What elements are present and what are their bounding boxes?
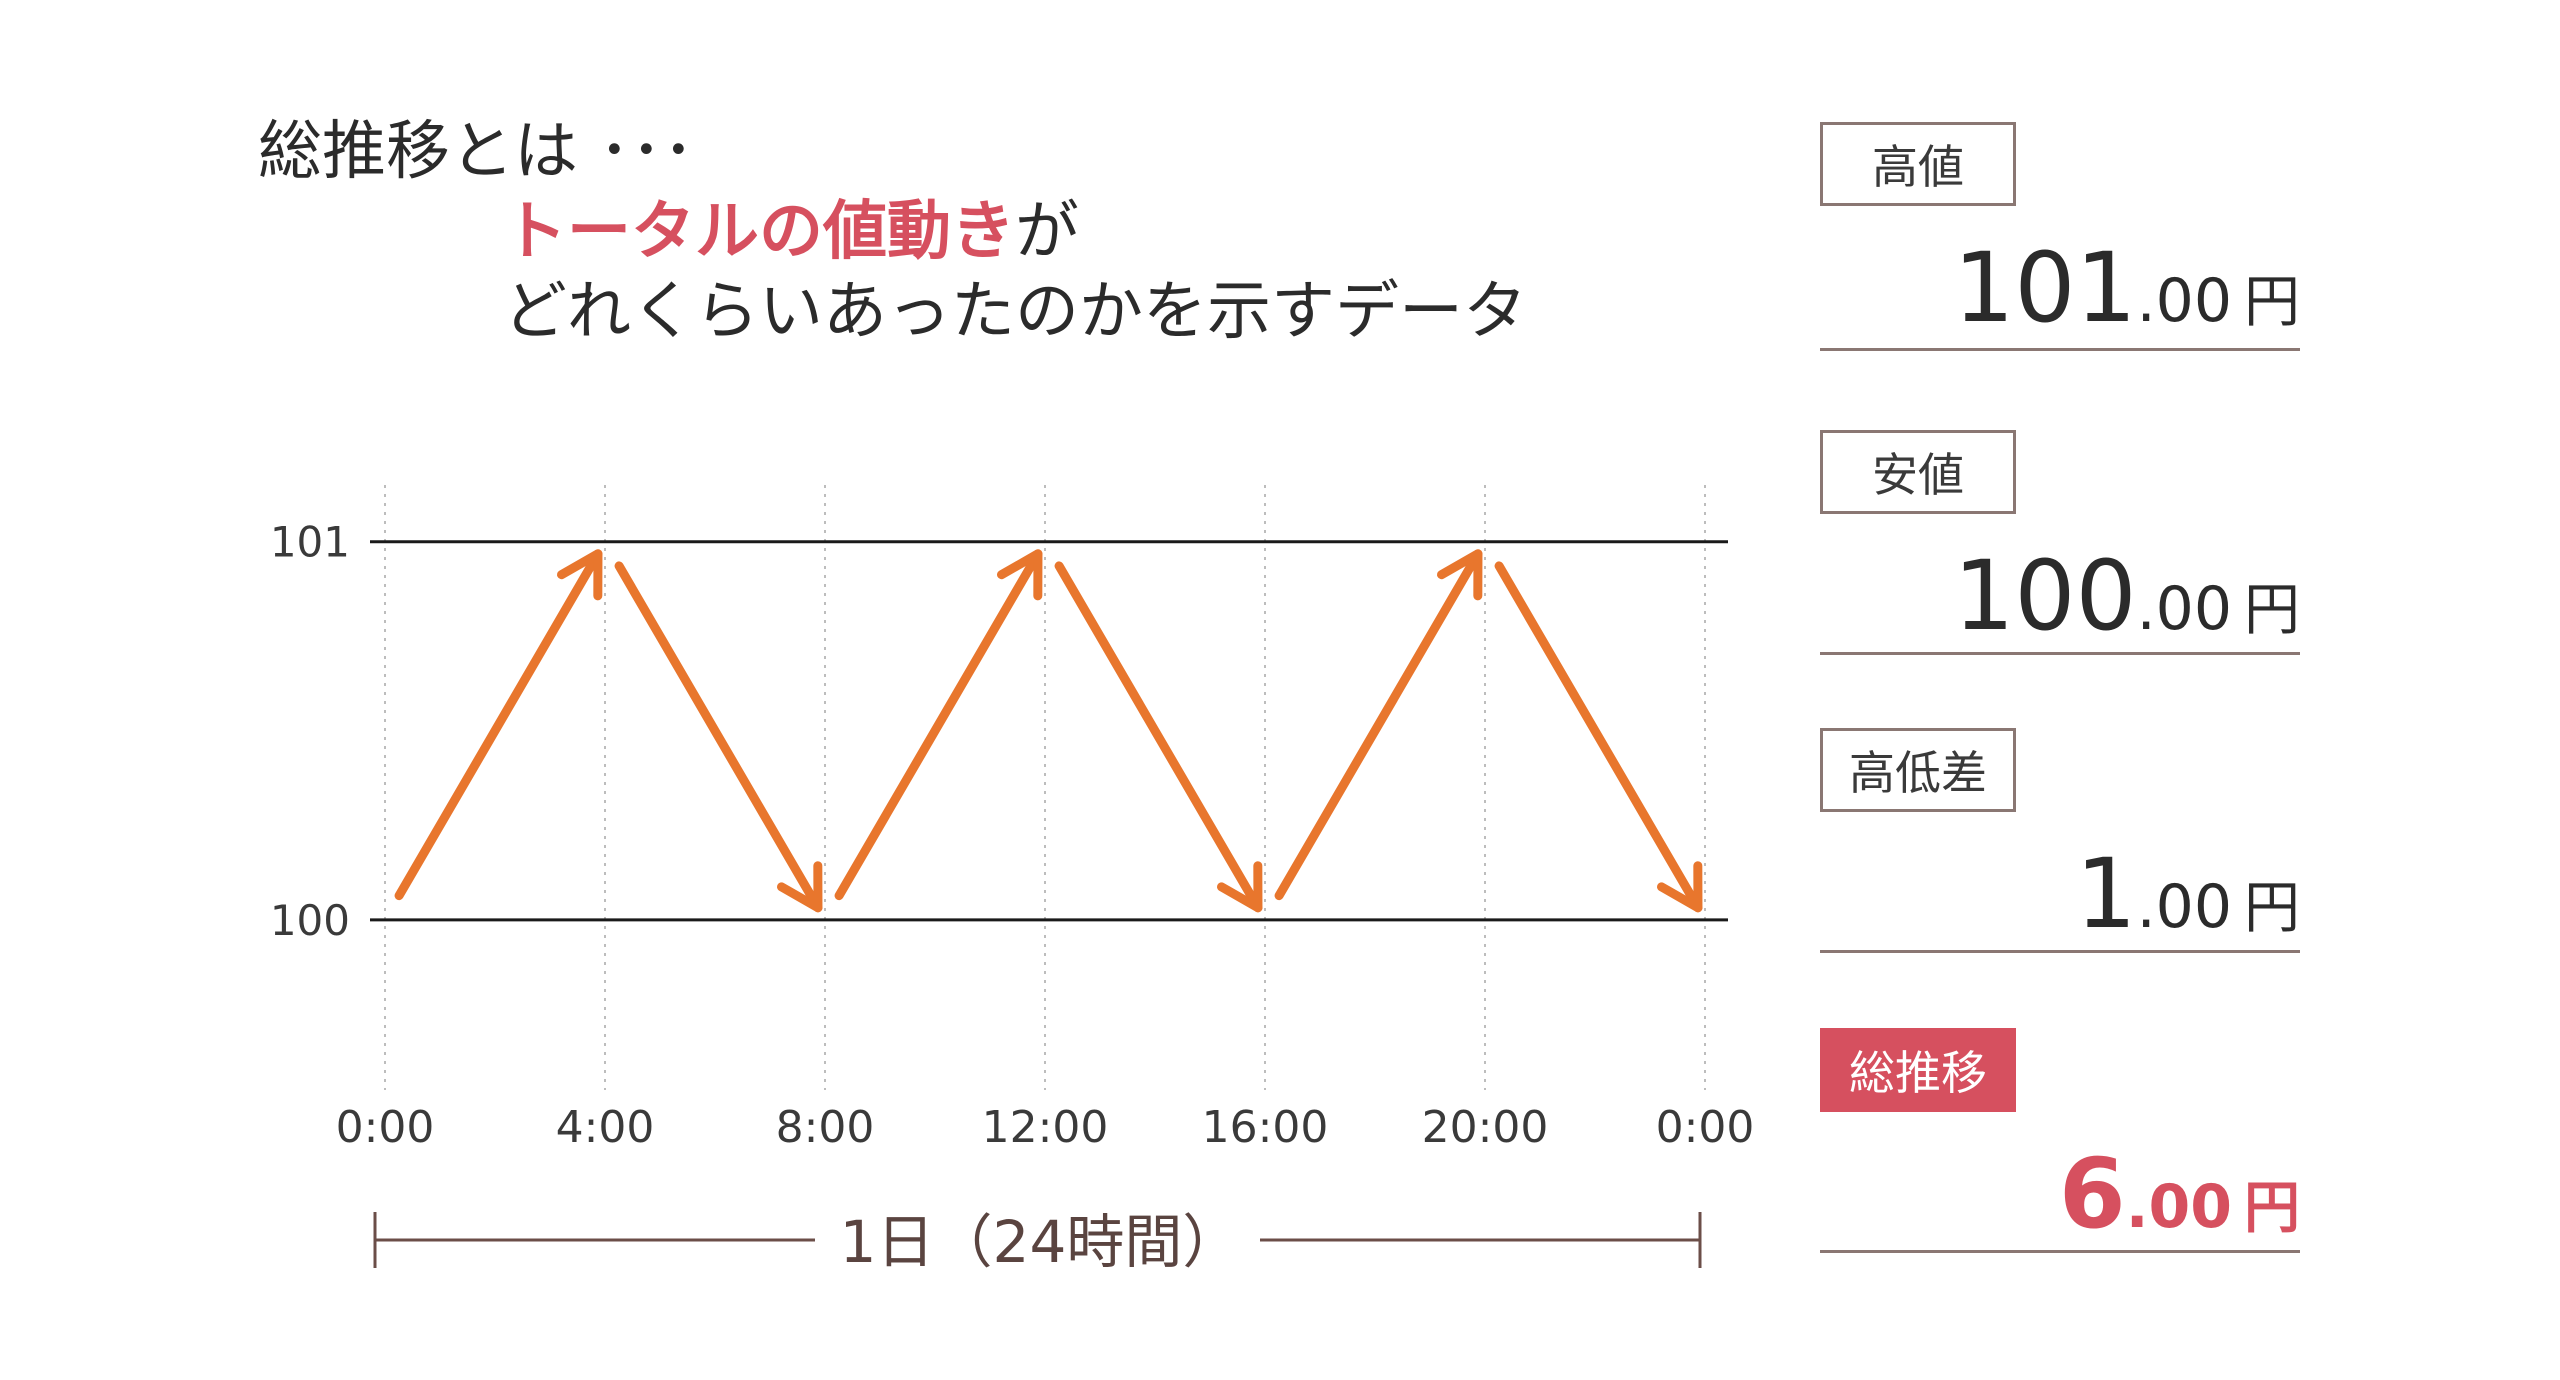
y-tick-label: 100 <box>270 896 350 945</box>
x-span-bracket <box>373 1212 1702 1268</box>
data-arrow <box>1494 561 1703 913</box>
stat-value-high: 101.00 円 <box>1953 232 2300 344</box>
price-chart: 101 100 0:00 4:00 8:00 12:00 16:00 20:00 0:00 1日（… <box>270 485 1755 1276</box>
x-tick-label: 12:00 <box>982 1102 1109 1153</box>
y-tick-label: 101 <box>270 518 350 567</box>
x-tick-label: 0:00 <box>336 1102 435 1153</box>
x-tick-label: 8:00 <box>776 1102 875 1153</box>
stat-panel-range: 高低差 1.00 円 <box>1820 728 2300 953</box>
x-tick-label: 16:00 <box>1202 1102 1329 1153</box>
stat-panel-low: 安値 100.00 円 <box>1820 430 2300 655</box>
heading-line3: どれくらいあったのかを示すデータ <box>503 275 1527 349</box>
stat-panel-high: 高値 101.00 円 <box>1820 122 2300 351</box>
x-tick-label: 4:00 <box>556 1102 655 1153</box>
heading-line2: トータルの値動きが <box>503 192 1079 272</box>
data-arrow <box>614 561 823 913</box>
heading-line2-rest: が <box>1015 195 1079 269</box>
x-tick-label: 0:00 <box>1656 1102 1755 1153</box>
stat-label-high: 高値 <box>1820 122 2016 206</box>
stat-label-low: 安値 <box>1820 430 2016 514</box>
stat-rule <box>1820 348 2300 351</box>
data-arrow <box>1274 549 1483 901</box>
stat-value-range: 1.00 円 <box>2075 838 2301 950</box>
x-tick-label: 20:00 <box>1422 1102 1549 1153</box>
stat-rule <box>1820 950 2300 953</box>
data-arrow <box>394 549 603 901</box>
data-arrow <box>834 549 1043 901</box>
heading-highlight: トータルの値動き <box>503 195 1015 269</box>
stat-panel-total: 総推移 6.00 円 <box>1820 1028 2300 1253</box>
stat-value-low: 100.00 円 <box>1953 540 2300 652</box>
stat-label-range: 高低差 <box>1820 728 2016 812</box>
stat-rule <box>1820 1250 2300 1253</box>
data-arrow <box>1054 561 1263 913</box>
heading-line1: 総推移とは ･･･ <box>258 115 695 189</box>
stat-label-total: 総推移 <box>1820 1028 2016 1112</box>
x-axis-label: 1日（24時間） <box>840 1208 1241 1276</box>
stat-rule <box>1820 652 2300 655</box>
stat-value-total: 6.00 円 <box>2058 1138 2300 1250</box>
